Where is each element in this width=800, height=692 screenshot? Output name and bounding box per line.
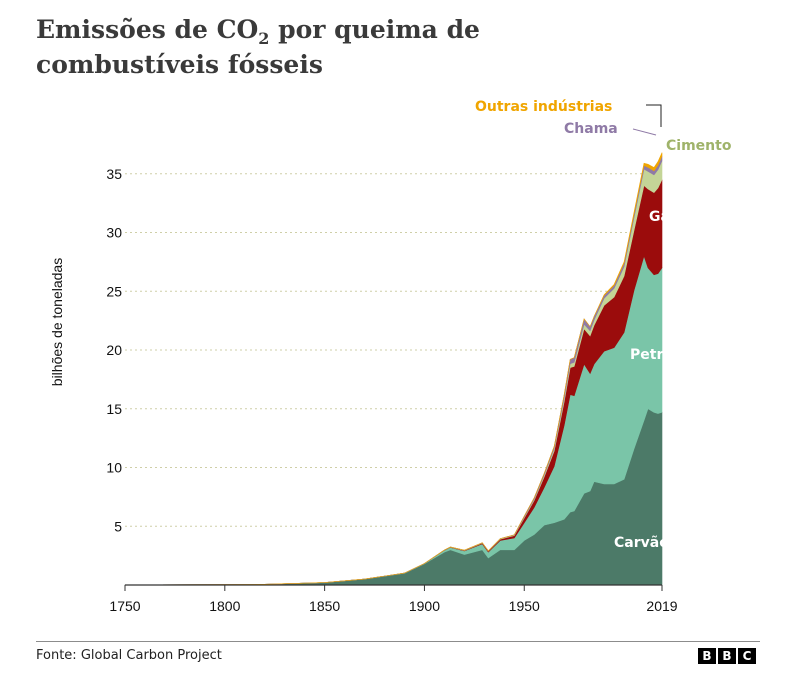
series-label: Petróleo <box>630 347 697 363</box>
y-tick-label: 25 <box>106 283 122 299</box>
footer-divider <box>36 641 760 642</box>
y-tick-label: 5 <box>114 518 122 534</box>
series-label: Carvão <box>614 535 669 551</box>
x-tick-label: 1900 <box>409 598 440 614</box>
leader-line <box>632 128 657 136</box>
axes: 5 10 15 20 25 30 35 1750 1800 1850 1900 1950 2019 <box>106 166 677 614</box>
logo-letter: B <box>718 648 736 664</box>
y-tick-label: 20 <box>106 342 122 358</box>
series-labels: Outras indústrias Chama Cimento Gás Petróleo… <box>475 99 732 551</box>
bbc-logo: B B C <box>698 648 756 664</box>
title-line2: combustíveis fósseis <box>36 50 323 79</box>
series-label: Outras indústrias <box>475 99 612 115</box>
x-tick-label: 1750 <box>109 598 140 614</box>
logo-letter: C <box>738 648 756 664</box>
y-axis-label: bilhões de toneladas <box>49 258 65 386</box>
logo-letter: B <box>698 648 716 664</box>
series-label: Cimento <box>666 138 732 154</box>
series-label: Chama <box>564 121 618 137</box>
y-tick-label: 10 <box>106 460 122 476</box>
title-line1-post: por queima de <box>269 15 480 44</box>
title-line1-pre: Emissões de CO <box>36 15 259 44</box>
x-tick-label: 1850 <box>309 598 340 614</box>
chart-title: Emissões de CO2 por queima de combustíve… <box>36 14 596 81</box>
y-tick-label: 35 <box>106 166 122 182</box>
title-subscript: 2 <box>258 29 270 48</box>
leader-line <box>646 104 662 127</box>
area-series <box>124 152 663 586</box>
x-tick-label: 2019 <box>646 598 677 614</box>
stacked-area-chart: 5 10 15 20 25 30 35 1750 1800 1850 1900 1950 2019 Ou… <box>49 99 732 614</box>
source-note: Fonte: Global Carbon Project <box>36 648 222 663</box>
area-outras-indústrias <box>124 152 663 586</box>
series-label: Gás <box>649 209 678 225</box>
x-tick-label: 1800 <box>209 598 240 614</box>
y-tick-label: 30 <box>106 225 122 241</box>
x-tick-label: 1950 <box>509 598 540 614</box>
y-tick-label: 15 <box>106 401 122 417</box>
